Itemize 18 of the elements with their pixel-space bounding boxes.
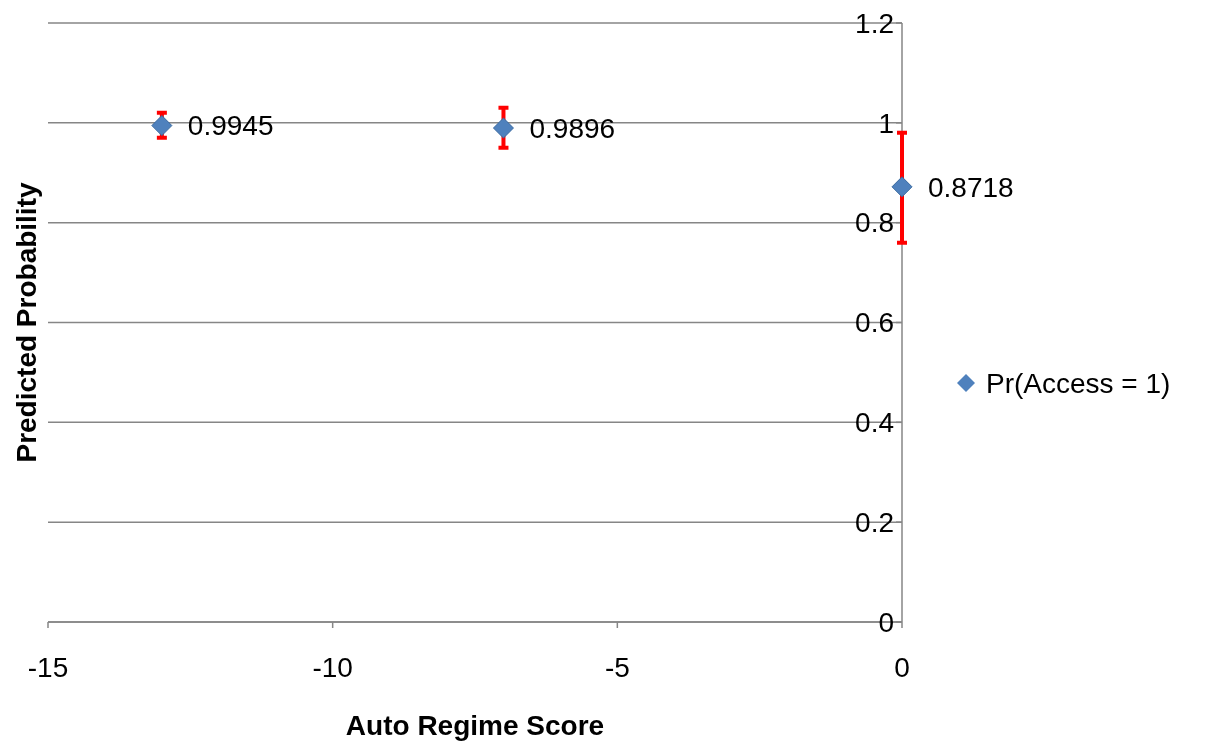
y-tick-label: 1.2 xyxy=(855,7,894,39)
x-axis-title: Auto Regime Score xyxy=(345,710,605,741)
data-label: 0.8718 xyxy=(928,171,1014,203)
legend-label: Pr(Access = 1) xyxy=(986,367,1171,399)
point xyxy=(151,115,173,137)
y-tick-label: 1 xyxy=(878,107,894,139)
y-axis-title: Predicted Probability xyxy=(11,182,42,463)
y-tick-label: 0 xyxy=(878,606,894,638)
y-tick-label: 0.8 xyxy=(855,207,894,239)
x-tick-label: -10 xyxy=(312,652,353,683)
data-label: 0.9945 xyxy=(187,110,274,142)
x-tick-label: -5 xyxy=(604,652,630,683)
data-label: 0.9896 xyxy=(529,112,616,144)
y-tick-label: 0.2 xyxy=(855,506,894,538)
x-tick-label: -15 xyxy=(27,652,69,683)
y-tick-label: 0.4 xyxy=(855,407,894,439)
y-tick-label: 0.6 xyxy=(855,307,894,339)
point xyxy=(492,117,514,139)
